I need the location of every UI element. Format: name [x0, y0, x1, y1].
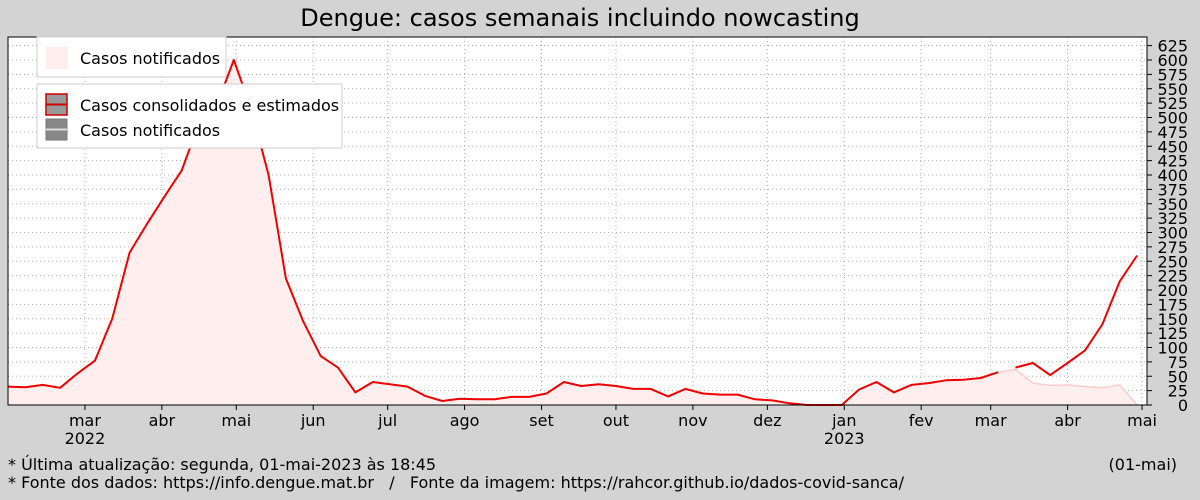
y-tick-label: 100 [1157, 339, 1188, 358]
x-tick-label: dez [753, 411, 781, 430]
y-tick-label: 350 [1157, 195, 1188, 214]
x-tick-label: jul [377, 411, 397, 430]
fill-legend: Casos notificados [36, 36, 227, 78]
y-tick-label: 325 [1157, 209, 1188, 228]
y-tick-label: 475 [1157, 123, 1188, 142]
fill-legend-label: Casos notificados [80, 49, 220, 68]
y-tick-label: 500 [1157, 109, 1188, 128]
notified-line [997, 368, 1138, 406]
x-tick-year-label: 2022 [65, 429, 106, 448]
footer-last-update: * Última atualização: segunda, 01-mai-20… [8, 455, 436, 474]
y-tick-label: 525 [1157, 94, 1188, 113]
y-tick-label: 625 [1157, 37, 1188, 56]
x-tick-label: abr [149, 411, 176, 430]
fill-legend-box [36, 36, 227, 78]
y-tick-label: 300 [1157, 224, 1188, 243]
x-tick-label: abr [1054, 411, 1081, 430]
y-tick-label: 575 [1157, 65, 1188, 84]
footer-sources: * Fonte dos dados: https://info.dengue.m… [8, 473, 905, 492]
plot-frame [7, 36, 1148, 406]
line-legend-box [36, 83, 343, 149]
y-tick-label: 425 [1157, 152, 1188, 171]
fill-legend-swatch [46, 47, 68, 69]
notified-legend-label: Casos notificados [80, 121, 220, 140]
x-tick-label: mai [1127, 411, 1157, 430]
y-tick-label: 200 [1157, 281, 1188, 300]
y-tick-label: 275 [1157, 238, 1188, 257]
x-tick-label: mar [975, 411, 1007, 430]
y-tick-label: 375 [1157, 180, 1188, 199]
line-legend: Casos consolidados e estimados Casos not… [36, 83, 343, 149]
x-tick-label: out [603, 411, 629, 430]
x-tick-label: jan [831, 411, 856, 430]
consolidated-line [1015, 254, 1138, 377]
x-tick-label: jun [300, 411, 326, 430]
y-tick-label: 150 [1157, 310, 1188, 329]
x-tick-year-label: 2023 [824, 429, 865, 448]
y-tick-label: 125 [1157, 324, 1188, 343]
x-tick-label: set [529, 411, 553, 430]
y-tick-label: 50 [1168, 367, 1188, 386]
y-axis-ticks: 0255075100125150175200225250275300325350… [1147, 37, 1188, 415]
y-tick-label: 600 [1157, 51, 1188, 70]
y-tick-label: 0 [1178, 396, 1188, 415]
x-tick-label: ago [450, 411, 480, 430]
chart-title: Dengue: casos semanais incluindo nowcast… [300, 4, 860, 32]
notified-area-layer [8, 60, 1138, 405]
footer-date-tag: (01-mai) [1109, 455, 1177, 474]
y-tick-label: 175 [1157, 295, 1188, 314]
y-tick-label: 250 [1157, 252, 1188, 271]
notified-area [8, 60, 1138, 405]
x-tick-label: fev [909, 411, 934, 430]
y-tick-label: 450 [1157, 137, 1188, 156]
x-tick-label: nov [678, 411, 707, 430]
y-tick-label: 400 [1157, 166, 1188, 185]
y-tick-label: 25 [1168, 382, 1188, 401]
y-tick-label: 225 [1157, 267, 1188, 286]
x-tick-label: mai [221, 411, 251, 430]
x-tick-label: mar [69, 411, 101, 430]
y-tick-label: 550 [1157, 80, 1188, 99]
y-tick-label: 75 [1168, 353, 1188, 372]
consolidated-legend-label: Casos consolidados e estimados [80, 96, 339, 115]
